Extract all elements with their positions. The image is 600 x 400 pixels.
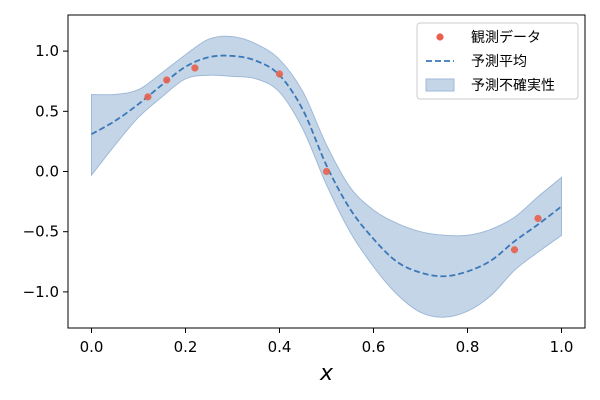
y-tick-label: 0.5 <box>35 102 59 120</box>
legend-box <box>416 22 579 100</box>
axes: 0.0 0.2 0.4 0.6 0.8 1.0 −1.0 −0.5 0.0 0.5 1.0 x <box>23 14 586 386</box>
y-tick-label: −1.0 <box>23 283 59 301</box>
data-point <box>322 167 331 176</box>
x-tick-label: 0.6 <box>362 338 386 356</box>
x-tick-label: 0.2 <box>174 338 198 356</box>
data-point <box>275 70 284 78</box>
y-tick-label: −0.5 <box>23 223 59 241</box>
plot-area <box>91 35 563 318</box>
data-point <box>144 93 152 101</box>
x-tick-label: 1.0 <box>550 338 574 356</box>
legend-label: 予測不確実性 <box>471 78 555 94</box>
x-tick-label: 0.0 <box>80 338 104 356</box>
data-point <box>191 64 199 72</box>
data-point <box>510 246 519 254</box>
legend-marker-scatter <box>436 33 444 41</box>
data-point <box>163 76 171 84</box>
legend-label: 観測データ <box>471 29 541 46</box>
y-tick-label: 1.0 <box>35 42 59 60</box>
legend-label: 予測平均 <box>471 54 527 70</box>
x-axis-title: x <box>319 361 334 386</box>
y-tick-label: 0.0 <box>35 163 59 181</box>
x-tick-label: 0.4 <box>268 338 292 356</box>
data-point <box>534 214 542 223</box>
uncertainty-band <box>91 35 562 318</box>
legend-marker-band <box>425 78 455 92</box>
x-tick-label: 0.8 <box>456 338 480 356</box>
